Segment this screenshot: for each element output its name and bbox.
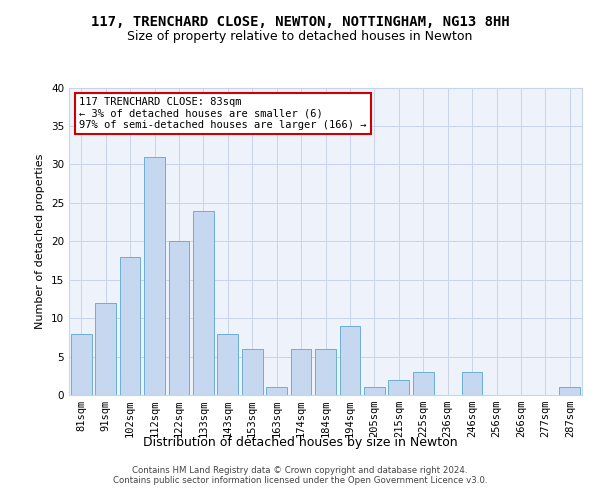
Bar xyxy=(461,372,482,395)
Bar xyxy=(315,349,336,395)
Bar xyxy=(193,210,214,395)
Bar xyxy=(217,334,238,395)
Bar xyxy=(364,388,385,395)
Bar xyxy=(119,256,140,395)
Bar xyxy=(169,242,190,395)
Bar xyxy=(388,380,409,395)
Bar xyxy=(266,388,287,395)
Bar xyxy=(71,334,92,395)
Bar xyxy=(413,372,434,395)
Text: Distribution of detached houses by size in Newton: Distribution of detached houses by size … xyxy=(143,436,457,449)
Bar xyxy=(559,388,580,395)
Text: 117, TRENCHARD CLOSE, NEWTON, NOTTINGHAM, NG13 8HH: 117, TRENCHARD CLOSE, NEWTON, NOTTINGHAM… xyxy=(91,16,509,30)
Y-axis label: Number of detached properties: Number of detached properties xyxy=(35,154,46,329)
Text: Size of property relative to detached houses in Newton: Size of property relative to detached ho… xyxy=(127,30,473,43)
Bar xyxy=(95,302,116,395)
Bar xyxy=(340,326,361,395)
Text: Contains HM Land Registry data © Crown copyright and database right 2024.
Contai: Contains HM Land Registry data © Crown c… xyxy=(113,466,487,485)
Text: 117 TRENCHARD CLOSE: 83sqm
← 3% of detached houses are smaller (6)
97% of semi-d: 117 TRENCHARD CLOSE: 83sqm ← 3% of detac… xyxy=(79,96,367,130)
Bar xyxy=(290,349,311,395)
Bar xyxy=(242,349,263,395)
Bar xyxy=(144,156,165,395)
